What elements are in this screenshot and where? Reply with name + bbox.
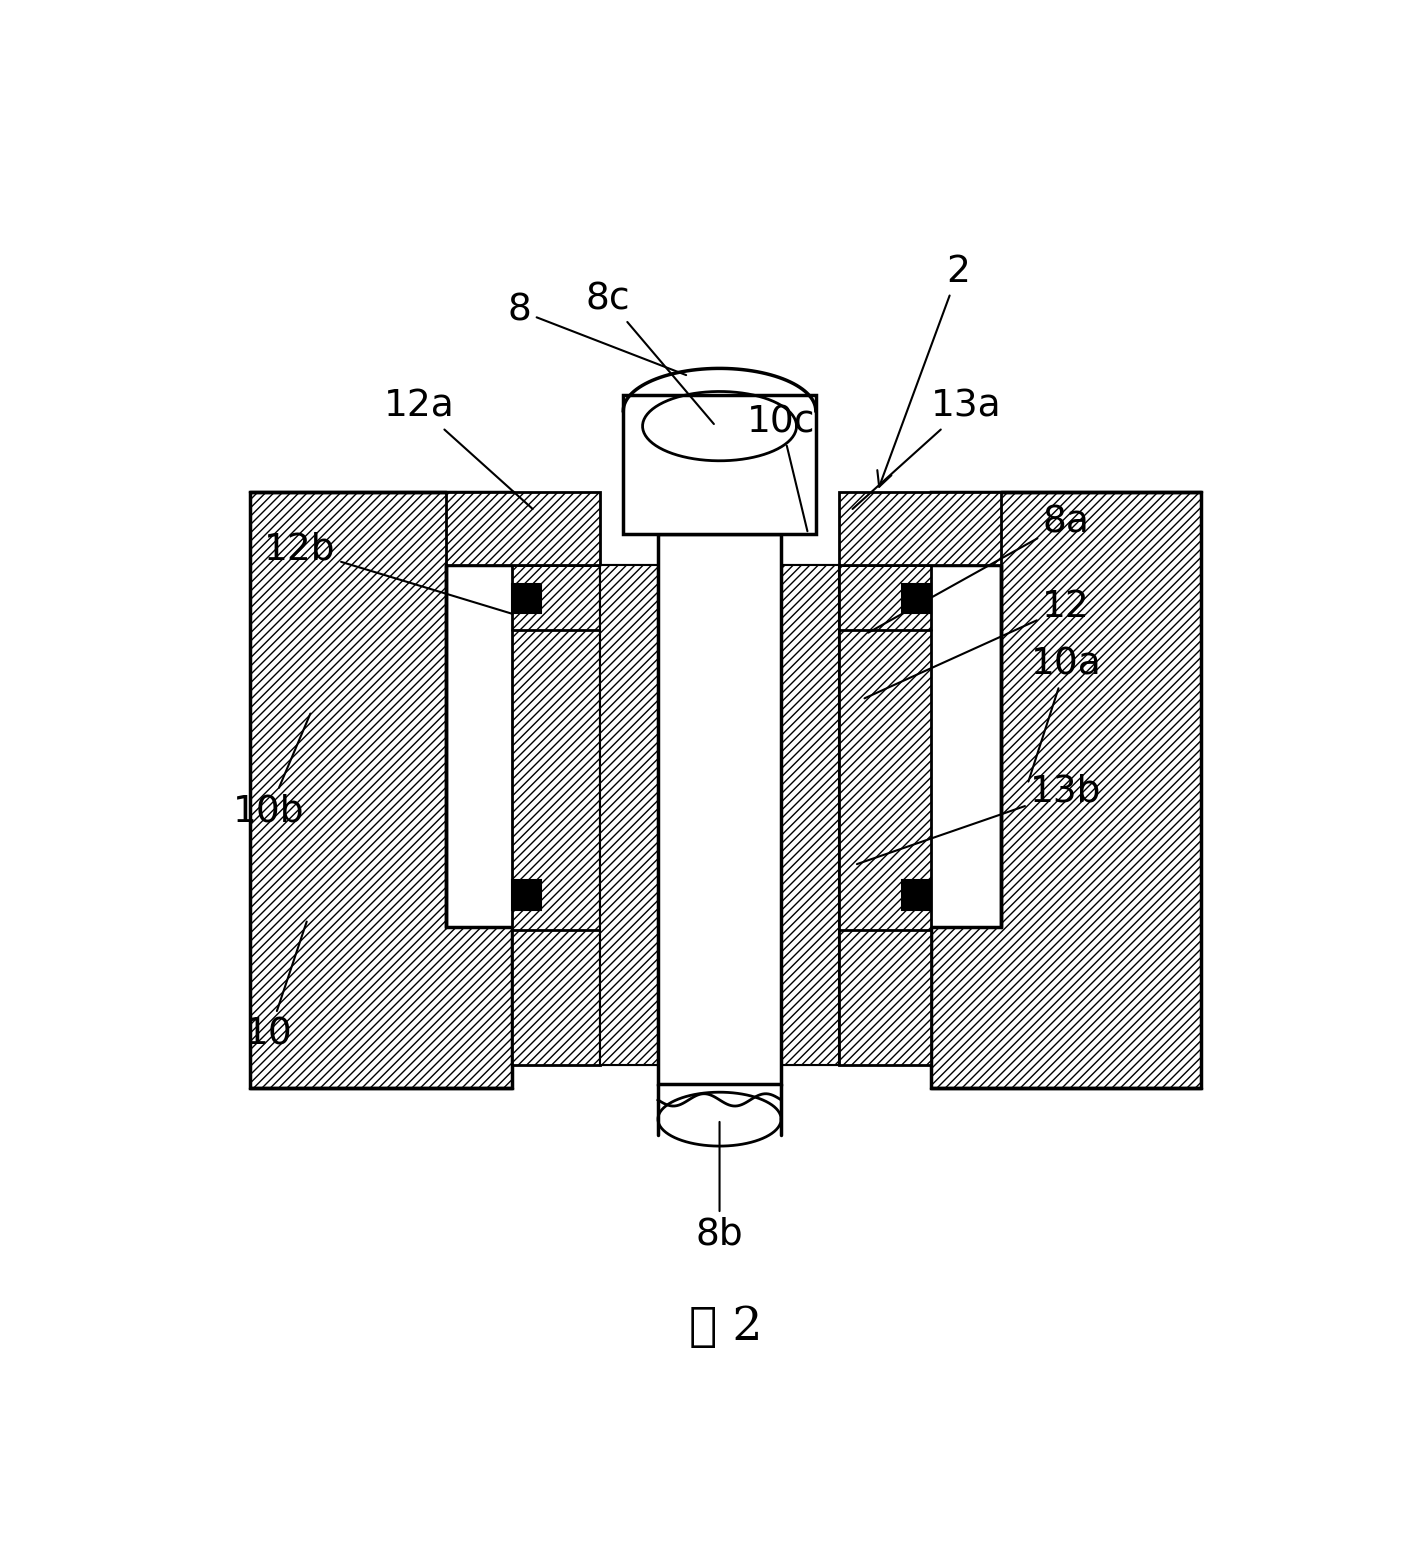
- Text: 12: 12: [865, 589, 1090, 698]
- Text: 10: 10: [245, 922, 307, 1053]
- Text: 10c: 10c: [746, 405, 816, 531]
- Text: 13b: 13b: [857, 773, 1102, 864]
- Text: 8b: 8b: [695, 1122, 743, 1253]
- Polygon shape: [838, 565, 932, 1065]
- Text: 图 2: 图 2: [690, 1304, 762, 1350]
- Text: 8: 8: [507, 292, 687, 375]
- Polygon shape: [446, 492, 600, 565]
- Text: 10b: 10b: [234, 714, 310, 829]
- Text: 12a: 12a: [384, 389, 532, 509]
- Text: 2: 2: [878, 255, 970, 487]
- Polygon shape: [600, 565, 658, 1065]
- Text: 8a: 8a: [868, 505, 1089, 633]
- Polygon shape: [932, 492, 1201, 1089]
- Polygon shape: [902, 881, 932, 909]
- Text: 8c: 8c: [586, 281, 714, 423]
- Polygon shape: [511, 565, 600, 1065]
- Polygon shape: [623, 395, 816, 534]
- Polygon shape: [511, 881, 541, 909]
- Text: 10a: 10a: [1028, 647, 1102, 781]
- Polygon shape: [249, 492, 511, 1089]
- Text: 13a: 13a: [852, 389, 1001, 509]
- Polygon shape: [838, 492, 1001, 565]
- Polygon shape: [600, 565, 838, 1065]
- Polygon shape: [511, 584, 541, 614]
- Polygon shape: [902, 584, 932, 614]
- Polygon shape: [658, 534, 782, 1084]
- Text: 12b: 12b: [265, 531, 513, 614]
- Polygon shape: [782, 565, 838, 1065]
